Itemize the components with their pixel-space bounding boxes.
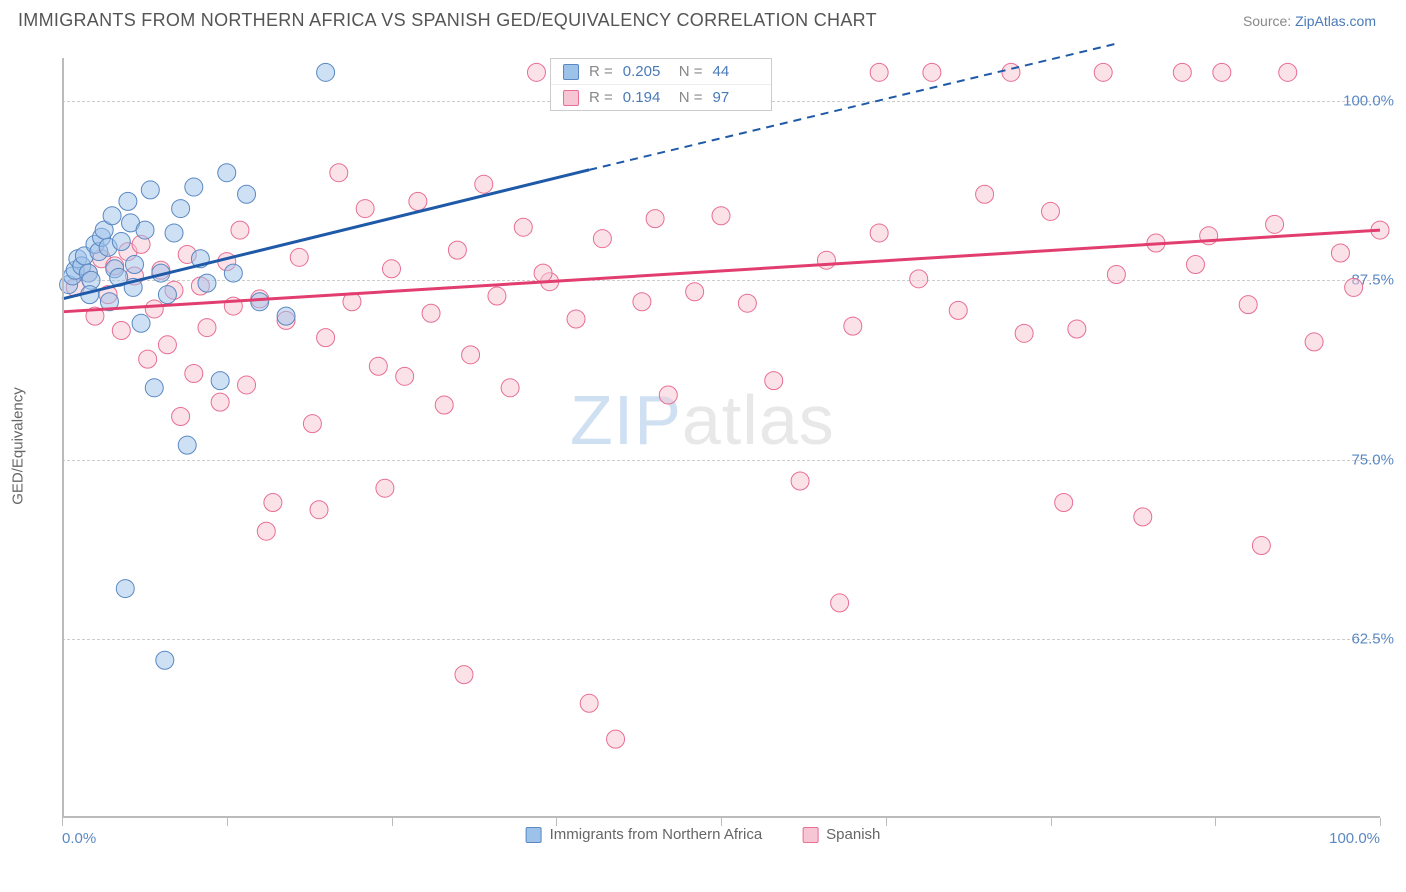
chart-header: IMMIGRANTS FROM NORTHERN AFRICA VS SPANI… bbox=[0, 0, 1406, 41]
legend-label-spanish: Spanish bbox=[826, 826, 880, 843]
stats-n-value-immigrants: 44 bbox=[713, 63, 759, 80]
chart-title: IMMIGRANTS FROM NORTHERN AFRICA VS SPANI… bbox=[18, 10, 877, 31]
y-axis-label: GED/Equivalency bbox=[10, 387, 27, 505]
stats-n-label: N = bbox=[679, 63, 703, 80]
stats-r-label: R = bbox=[589, 63, 613, 80]
stats-r-value-spanish: 0.194 bbox=[623, 89, 669, 106]
stats-swatch-spanish bbox=[563, 90, 579, 106]
source-attribution: Source: ZipAtlas.com bbox=[1243, 13, 1376, 29]
axis-frame bbox=[62, 58, 1380, 818]
source-label: Source: bbox=[1243, 13, 1291, 29]
stats-swatch-immigrants bbox=[563, 64, 579, 80]
x-tick-label-min: 0.0% bbox=[62, 830, 96, 847]
plot-area: ZIPatlas bbox=[62, 58, 1380, 818]
legend: Immigrants from Northern Africa Spanish bbox=[526, 826, 881, 843]
x-tick-label-max: 100.0% bbox=[1329, 830, 1380, 847]
stats-row-spanish: R = 0.194 N = 97 bbox=[551, 85, 771, 110]
legend-item-immigrants: Immigrants from Northern Africa bbox=[526, 826, 763, 843]
stats-n-label-2: N = bbox=[679, 89, 703, 106]
legend-swatch-immigrants bbox=[526, 827, 542, 843]
legend-item-spanish: Spanish bbox=[802, 826, 880, 843]
legend-swatch-spanish bbox=[802, 827, 818, 843]
stats-row-immigrants: R = 0.205 N = 44 bbox=[551, 59, 771, 85]
legend-label-immigrants: Immigrants from Northern Africa bbox=[550, 826, 763, 843]
source-link[interactable]: ZipAtlas.com bbox=[1295, 13, 1376, 29]
stats-n-value-spanish: 97 bbox=[713, 89, 759, 106]
correlation-stats-box: R = 0.205 N = 44 R = 0.194 N = 97 bbox=[550, 58, 772, 111]
stats-r-value-immigrants: 0.205 bbox=[623, 63, 669, 80]
stats-r-label-2: R = bbox=[589, 89, 613, 106]
